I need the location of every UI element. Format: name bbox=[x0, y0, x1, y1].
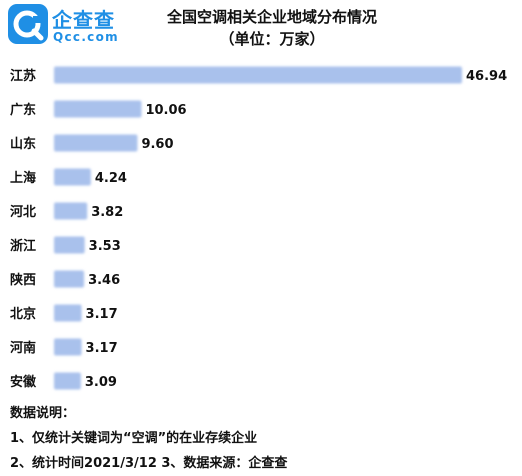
value-label: 3.46 bbox=[88, 273, 120, 288]
category-label: 浙江 bbox=[10, 238, 36, 254]
bar-chart: 江苏 46.94 广东 10.06 山东 9.60 上海 4.24 河北 3.82 浙江 3.53 陕西… bbox=[10, 66, 507, 390]
brand-name: 企查查 bbox=[52, 8, 115, 32]
qcc-logo: 企查查 Qcc.com bbox=[8, 4, 130, 48]
bar bbox=[54, 338, 82, 356]
bar bbox=[54, 168, 91, 186]
brand-domain: Qcc.com bbox=[53, 30, 119, 44]
category-label: 山东 bbox=[10, 136, 36, 152]
value-label: 46.94 bbox=[466, 69, 507, 84]
bar bbox=[54, 372, 81, 390]
category-label: 江苏 bbox=[10, 68, 36, 84]
notes-heading: 数据说明： bbox=[10, 406, 76, 421]
value-label: 3.53 bbox=[89, 239, 121, 254]
notes-line-2: 2、统计时间2021/3/12 3、数据来源：企查查 bbox=[10, 456, 288, 471]
category-label: 安徽 bbox=[10, 374, 37, 390]
bar bbox=[54, 304, 82, 322]
value-label: 3.09 bbox=[85, 375, 117, 390]
category-label: 河南 bbox=[10, 340, 36, 356]
category-label: 陕西 bbox=[10, 272, 36, 288]
category-label: 上海 bbox=[10, 170, 36, 186]
bar bbox=[54, 202, 88, 220]
bar bbox=[54, 100, 142, 118]
value-label: 3.17 bbox=[86, 341, 118, 356]
bar bbox=[54, 236, 85, 254]
bar bbox=[54, 134, 138, 152]
value-label: 4.24 bbox=[95, 171, 127, 186]
value-label: 3.82 bbox=[91, 205, 123, 220]
notes-line-1: 1、仅统计关键词为“空调”的在业存续企业 bbox=[10, 431, 258, 446]
category-label: 广东 bbox=[10, 102, 36, 118]
category-label: 河北 bbox=[10, 204, 36, 220]
value-label: 3.17 bbox=[86, 307, 118, 322]
chart-subtitle: （单位：万家） bbox=[219, 30, 325, 48]
qcc-logo-icon bbox=[8, 4, 48, 44]
chart-title: 全国空调相关企业地域分布情况 bbox=[166, 8, 377, 26]
category-label: 北京 bbox=[10, 306, 36, 322]
data-notes: 数据说明： 1、仅统计关键词为“空调”的在业存续企业 2、统计时间2021/3/… bbox=[10, 401, 287, 476]
value-label: 10.06 bbox=[145, 103, 186, 118]
bar bbox=[54, 270, 85, 288]
bar bbox=[54, 66, 462, 84]
value-label: 9.60 bbox=[141, 137, 173, 152]
